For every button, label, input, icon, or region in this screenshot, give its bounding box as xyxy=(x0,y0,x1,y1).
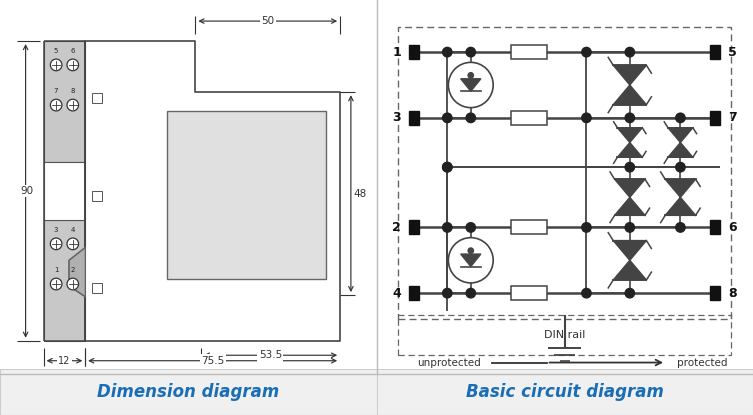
Text: unprotected: unprotected xyxy=(417,358,481,368)
Circle shape xyxy=(625,113,635,122)
Bar xyxy=(92,93,102,103)
Polygon shape xyxy=(617,128,642,142)
Bar xyxy=(511,111,547,125)
Text: 3: 3 xyxy=(392,111,401,124)
Text: 4: 4 xyxy=(71,227,75,233)
Polygon shape xyxy=(668,128,693,142)
Text: 5: 5 xyxy=(728,46,737,59)
Circle shape xyxy=(625,162,635,172)
Circle shape xyxy=(67,59,78,71)
Bar xyxy=(410,286,419,300)
Circle shape xyxy=(67,99,78,111)
Polygon shape xyxy=(69,247,85,297)
Circle shape xyxy=(582,223,591,232)
Bar xyxy=(410,45,419,59)
Bar xyxy=(511,45,547,59)
Text: 50: 50 xyxy=(261,16,274,26)
Circle shape xyxy=(466,47,475,57)
Polygon shape xyxy=(613,260,646,280)
Circle shape xyxy=(675,223,685,232)
Text: 7: 7 xyxy=(54,88,59,94)
Text: 75.5: 75.5 xyxy=(201,356,224,366)
Text: Basic circuit diagram: Basic circuit diagram xyxy=(466,383,663,401)
Circle shape xyxy=(443,162,452,172)
Bar xyxy=(44,220,85,341)
Text: DIN rail: DIN rail xyxy=(544,330,585,340)
Text: 90: 90 xyxy=(21,186,34,196)
Circle shape xyxy=(625,47,635,57)
Bar xyxy=(710,45,720,59)
Circle shape xyxy=(582,47,591,57)
Circle shape xyxy=(443,162,452,172)
Bar xyxy=(92,191,102,202)
Circle shape xyxy=(468,73,474,78)
Circle shape xyxy=(625,288,635,298)
Circle shape xyxy=(448,238,493,283)
Bar xyxy=(44,41,85,162)
Circle shape xyxy=(443,113,452,122)
Circle shape xyxy=(466,223,475,232)
Circle shape xyxy=(675,162,685,172)
Polygon shape xyxy=(614,179,645,197)
Circle shape xyxy=(67,238,78,250)
Text: 12: 12 xyxy=(58,356,71,366)
Bar xyxy=(710,286,720,300)
Bar xyxy=(166,110,325,278)
Bar xyxy=(511,220,547,234)
Circle shape xyxy=(50,278,62,290)
Polygon shape xyxy=(613,65,646,85)
Text: 8: 8 xyxy=(728,287,737,300)
Text: 7: 7 xyxy=(728,111,737,124)
Circle shape xyxy=(582,288,591,298)
Text: 53.5: 53.5 xyxy=(259,350,282,360)
Circle shape xyxy=(443,47,452,57)
Bar xyxy=(410,220,419,234)
Text: 4: 4 xyxy=(392,287,401,300)
Text: protected: protected xyxy=(677,358,727,368)
Text: 6: 6 xyxy=(728,221,737,234)
Text: 3: 3 xyxy=(54,227,59,233)
Circle shape xyxy=(50,99,62,111)
Circle shape xyxy=(448,62,493,107)
Polygon shape xyxy=(665,179,696,197)
Bar xyxy=(710,220,720,234)
Circle shape xyxy=(675,113,685,122)
Text: 1: 1 xyxy=(54,267,59,273)
Circle shape xyxy=(443,223,452,232)
Text: 48: 48 xyxy=(353,189,367,199)
Circle shape xyxy=(625,223,635,232)
Circle shape xyxy=(466,113,475,122)
Text: 1: 1 xyxy=(392,46,401,59)
Circle shape xyxy=(468,248,474,254)
Text: 5: 5 xyxy=(54,48,58,54)
Text: Dimension diagram: Dimension diagram xyxy=(97,383,279,401)
Bar xyxy=(398,27,731,319)
Bar xyxy=(92,283,102,293)
Polygon shape xyxy=(665,197,696,215)
Polygon shape xyxy=(617,142,642,157)
Circle shape xyxy=(443,288,452,298)
Polygon shape xyxy=(614,197,645,215)
Polygon shape xyxy=(668,142,693,157)
Bar xyxy=(511,286,547,300)
Circle shape xyxy=(50,59,62,71)
Polygon shape xyxy=(461,254,481,266)
Text: (2/3 mods): (2/3 mods) xyxy=(41,372,87,381)
Bar xyxy=(710,111,720,125)
Polygon shape xyxy=(613,241,646,260)
Bar xyxy=(44,162,85,220)
Polygon shape xyxy=(613,85,646,105)
Bar xyxy=(410,111,419,125)
Text: 6: 6 xyxy=(71,48,75,54)
Text: 2: 2 xyxy=(392,221,401,234)
Text: 8: 8 xyxy=(71,88,75,94)
Bar xyxy=(398,315,731,355)
Circle shape xyxy=(582,113,591,122)
Polygon shape xyxy=(461,79,481,91)
Circle shape xyxy=(466,288,475,298)
Circle shape xyxy=(67,278,78,290)
Text: 2: 2 xyxy=(71,267,75,273)
Circle shape xyxy=(50,238,62,250)
